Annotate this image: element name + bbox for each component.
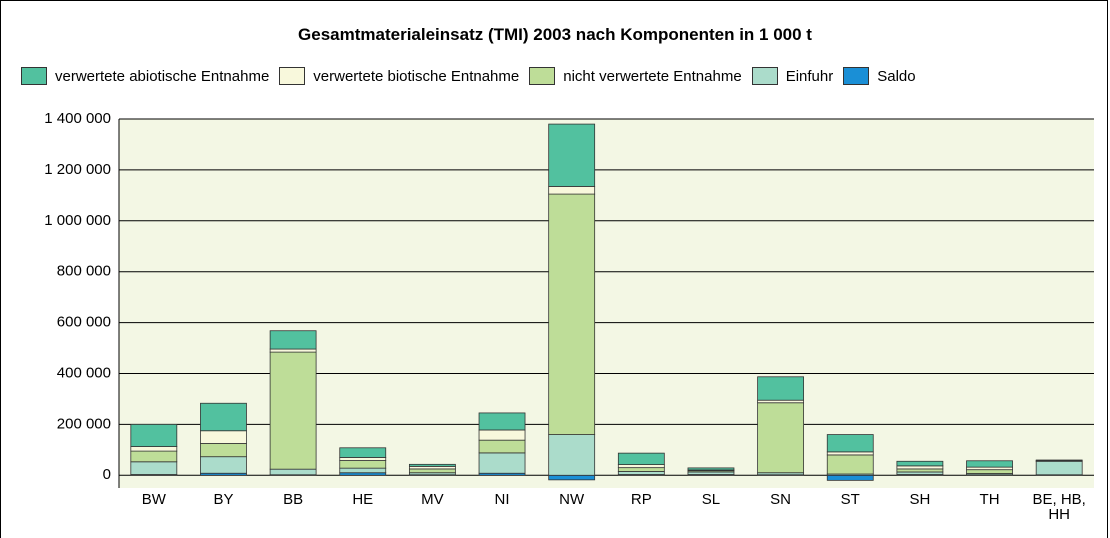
bar-segment (339, 460, 387, 469)
bar-segment (896, 468, 944, 473)
x-tick-label: RP (630, 491, 652, 508)
legend-item: Einfuhr (751, 67, 834, 85)
x-tick-label: HE (352, 491, 374, 508)
y-tick-label: 400 000 (57, 364, 111, 381)
bar-segment (548, 186, 596, 195)
bar-segment (478, 439, 526, 454)
legend-swatch (751, 67, 778, 85)
x-tick-label: SH (909, 491, 931, 508)
legend-label: Einfuhr (785, 67, 834, 85)
bar-segment (617, 467, 665, 472)
bar-segment (826, 454, 874, 475)
bar-segment (200, 456, 247, 474)
bar-segment (548, 123, 596, 187)
x-tick-label: NI (494, 491, 510, 508)
x-tick-label: BB (283, 491, 304, 508)
y-tick-label: 200 000 (57, 415, 111, 432)
bar-segment (269, 351, 317, 470)
bar-segment (757, 376, 805, 401)
legend-swatch (843, 67, 870, 85)
bar-segment (200, 443, 247, 458)
x-tick-label: SN (770, 491, 792, 508)
bar-segment (687, 467, 735, 471)
x-tick-label: SL (701, 491, 721, 508)
x-tick-label: TH (979, 491, 1000, 508)
y-tick-label: 600 000 (57, 314, 111, 331)
legend-item: nicht verwertete Entnahme (529, 67, 742, 85)
legend-label: nicht verwertete Entnahme (563, 67, 742, 85)
y-tick-label: 1 000 000 (44, 212, 111, 229)
bar-segment (269, 330, 317, 350)
bar-segment (896, 465, 944, 470)
bar-segment (548, 193, 596, 435)
bar-segment (130, 450, 178, 463)
y-tick-label: 800 000 (57, 263, 111, 280)
bar-segment (339, 457, 387, 461)
legend-item: verwertete biotische Entnahme (279, 67, 519, 85)
bar-segment (269, 348, 317, 353)
bar-segment (269, 468, 317, 476)
bar-segment (896, 460, 944, 467)
bar-segment (617, 452, 665, 465)
bar-segment (478, 412, 526, 431)
bar-segment (826, 434, 874, 453)
bar-segment (200, 430, 247, 444)
bar-segment (1035, 459, 1083, 462)
bar-segment (757, 402, 805, 474)
bar-segment (966, 469, 1013, 474)
bar-segment (478, 452, 526, 474)
bar-segment (130, 461, 178, 475)
legend: verwertete abiotische Entnahme verwertete… (21, 67, 926, 85)
bar-segment (339, 447, 387, 458)
bar-segment (339, 467, 387, 474)
x-tick-label: BE, HB, HH (1032, 491, 1086, 523)
x-tick-label: NW (559, 491, 585, 508)
legend-item: Saldo (843, 67, 916, 85)
bar-segment (408, 463, 456, 467)
bar-segment (826, 451, 874, 456)
legend-item: verwertete abiotische Entnahme (21, 67, 269, 85)
legend-label: verwertete abiotische Entnahme (55, 67, 270, 85)
bar-segment (826, 474, 874, 481)
bar-segment (478, 429, 526, 441)
legend-swatch (529, 67, 556, 85)
y-tick-label: 1 400 000 (44, 110, 111, 127)
x-tick-label: MV (421, 491, 444, 508)
bar-segment (617, 464, 665, 469)
bar-segment (408, 468, 456, 474)
plot-area (119, 119, 1094, 488)
bar-segment (548, 474, 596, 481)
y-tick-label: 0 (103, 466, 111, 483)
bar-segment (130, 423, 178, 447)
bar-segment (617, 471, 665, 475)
legend-swatch (21, 67, 47, 85)
x-tick-label: BW (141, 491, 166, 508)
chart-title: Gesamtmaterialeinsatz (TMI) 2003 nach Ko… (298, 25, 812, 44)
legend-label: verwertete biotische Entnahme (313, 67, 520, 85)
bar-segment (1035, 460, 1083, 476)
bar-segment (130, 446, 178, 452)
legend-swatch (279, 67, 306, 85)
bar-segment (966, 460, 1013, 468)
bar-segment (200, 402, 247, 432)
legend-label: Saldo (877, 67, 916, 85)
y-tick-label: 1 200 000 (44, 161, 111, 178)
bar-segment (548, 434, 596, 476)
x-tick-label: BY (213, 491, 234, 508)
x-tick-label: ST (840, 491, 860, 508)
